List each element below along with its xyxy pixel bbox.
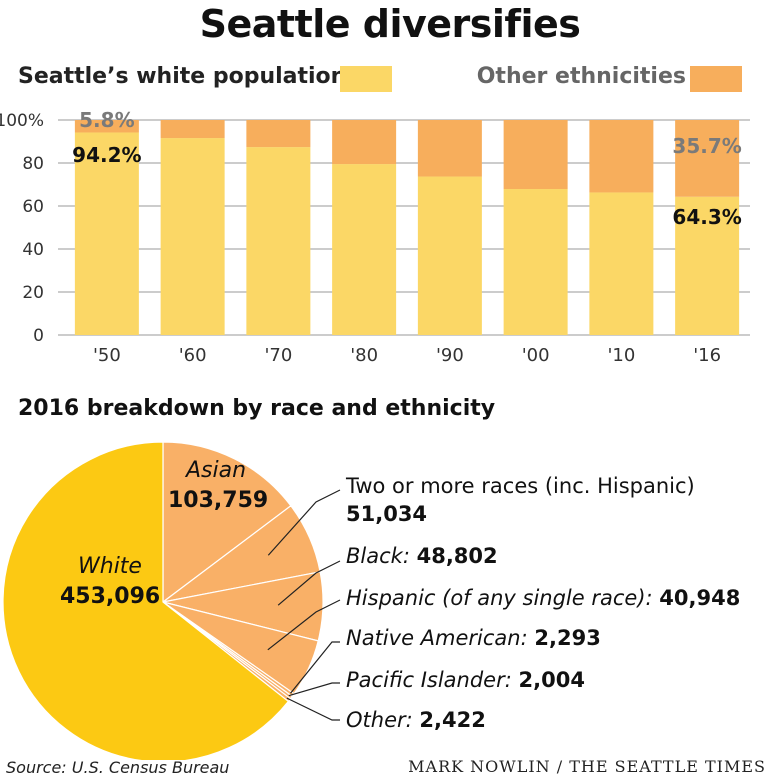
pie-label-black-name: Black: [346, 544, 410, 568]
pie-label-hispanic-name: Hispanic (of any single race): [346, 586, 653, 610]
pie-label-native-american-value: 2,293 [534, 626, 601, 650]
pie-label-white: White 453,096 [60, 552, 160, 612]
pie-label-asian-name: Asian [185, 458, 247, 483]
leader-line [290, 641, 340, 694]
pie-label-other-name: Other: [346, 708, 413, 732]
bar-white [503, 189, 568, 335]
pie-label-asian-value: 103,759 [168, 488, 269, 513]
bar-other [417, 120, 482, 177]
y-tick-label: 40 [22, 240, 44, 260]
pie-label-black: Black: 48,802 [346, 544, 498, 568]
bar-other [675, 120, 740, 197]
bar-white [160, 138, 225, 335]
pie-label-other: Other: 2,422 [346, 708, 486, 732]
pie-label-multiracial-value: 51,034 [346, 502, 427, 526]
x-tick-label: '80 [350, 345, 378, 366]
bar-other [246, 120, 311, 148]
pie-label-hispanic-value: 40,948 [659, 586, 741, 610]
pie-label-asian: Asian 103,759 [168, 456, 269, 516]
x-tick-label: '16 [693, 345, 721, 366]
y-tick-label: 100% [0, 111, 44, 131]
bar-other [332, 120, 397, 165]
source-note: Source: U.S. Census Bureau [6, 758, 230, 777]
pie-label-white-value: 453,096 [60, 584, 161, 609]
bar-other [589, 120, 654, 193]
pie-label-multiracial-value-text: 51,034 [346, 502, 428, 526]
pie-label-multiracial-name: Two or more races (inc. Hispanic) [346, 474, 695, 498]
legend-swatch-white [340, 66, 392, 92]
x-tick-label: '10 [607, 345, 635, 366]
x-tick-label: '90 [436, 345, 464, 366]
data-label: 94.2% [72, 143, 141, 167]
legend-swatch-other [690, 66, 742, 92]
leader-line [288, 682, 340, 697]
leader-line [277, 560, 341, 606]
leader-line [267, 489, 341, 556]
pie-title: 2016 breakdown by race and ethnicity [18, 396, 496, 421]
x-tick-label: '50 [93, 345, 121, 366]
bar-white [332, 164, 397, 335]
x-tick-label: '00 [522, 345, 550, 366]
pie-label-pacific-islander-name: Pacific Islander: [346, 668, 512, 692]
bar-white [246, 147, 311, 335]
legend-label-white: Seattle’s white population [18, 64, 347, 89]
pie-label-other-value: 2,422 [419, 708, 486, 732]
y-tick-label: 80 [22, 154, 44, 174]
bar-white [589, 192, 654, 335]
pie-label-black-value: 48,802 [416, 544, 498, 568]
bar-other [160, 120, 225, 139]
pie-slice [2, 441, 290, 760]
leader-line [286, 697, 340, 721]
bar-white [417, 176, 482, 335]
y-tick-label: 20 [22, 283, 44, 303]
data-label: 35.7% [672, 134, 741, 158]
data-label: 5.8% [79, 108, 134, 132]
bar-white [74, 132, 139, 335]
x-tick-label: '60 [179, 345, 207, 366]
pie-label-pacific-islander: Pacific Islander: 2,004 [346, 668, 585, 692]
pie-slice [162, 441, 292, 604]
pie-label-native-american-name: Native American: [346, 626, 528, 650]
pie-label-pacific-islander-value: 2,004 [518, 668, 585, 692]
credit-line: MARK NOWLIN / THE SEATTLE TIMES [408, 757, 766, 776]
y-tick-label: 0 [33, 326, 44, 346]
stacked-bar-chart: 100% 80 60 40 20 0 '50 '60 '70 '80 '90 '00 '10 '16 5.8… [0, 108, 750, 366]
leader-line [267, 599, 341, 651]
data-label: 64.3% [672, 205, 741, 229]
pie-chart [2, 441, 341, 760]
x-tick-label: '70 [264, 345, 292, 366]
pie-label-hispanic: Hispanic (of any single race): 40,948 [346, 586, 740, 610]
chart-title: Seattle diversifies [199, 2, 581, 46]
legend-label-other: Other ethnicities [476, 64, 686, 89]
bar-other [74, 120, 139, 133]
bar-other [503, 120, 568, 190]
pie-label-white-name: White [78, 554, 142, 579]
y-tick-label: 60 [22, 197, 44, 217]
pie-label-native-american: Native American: 2,293 [346, 626, 601, 650]
bar-white [675, 196, 740, 335]
